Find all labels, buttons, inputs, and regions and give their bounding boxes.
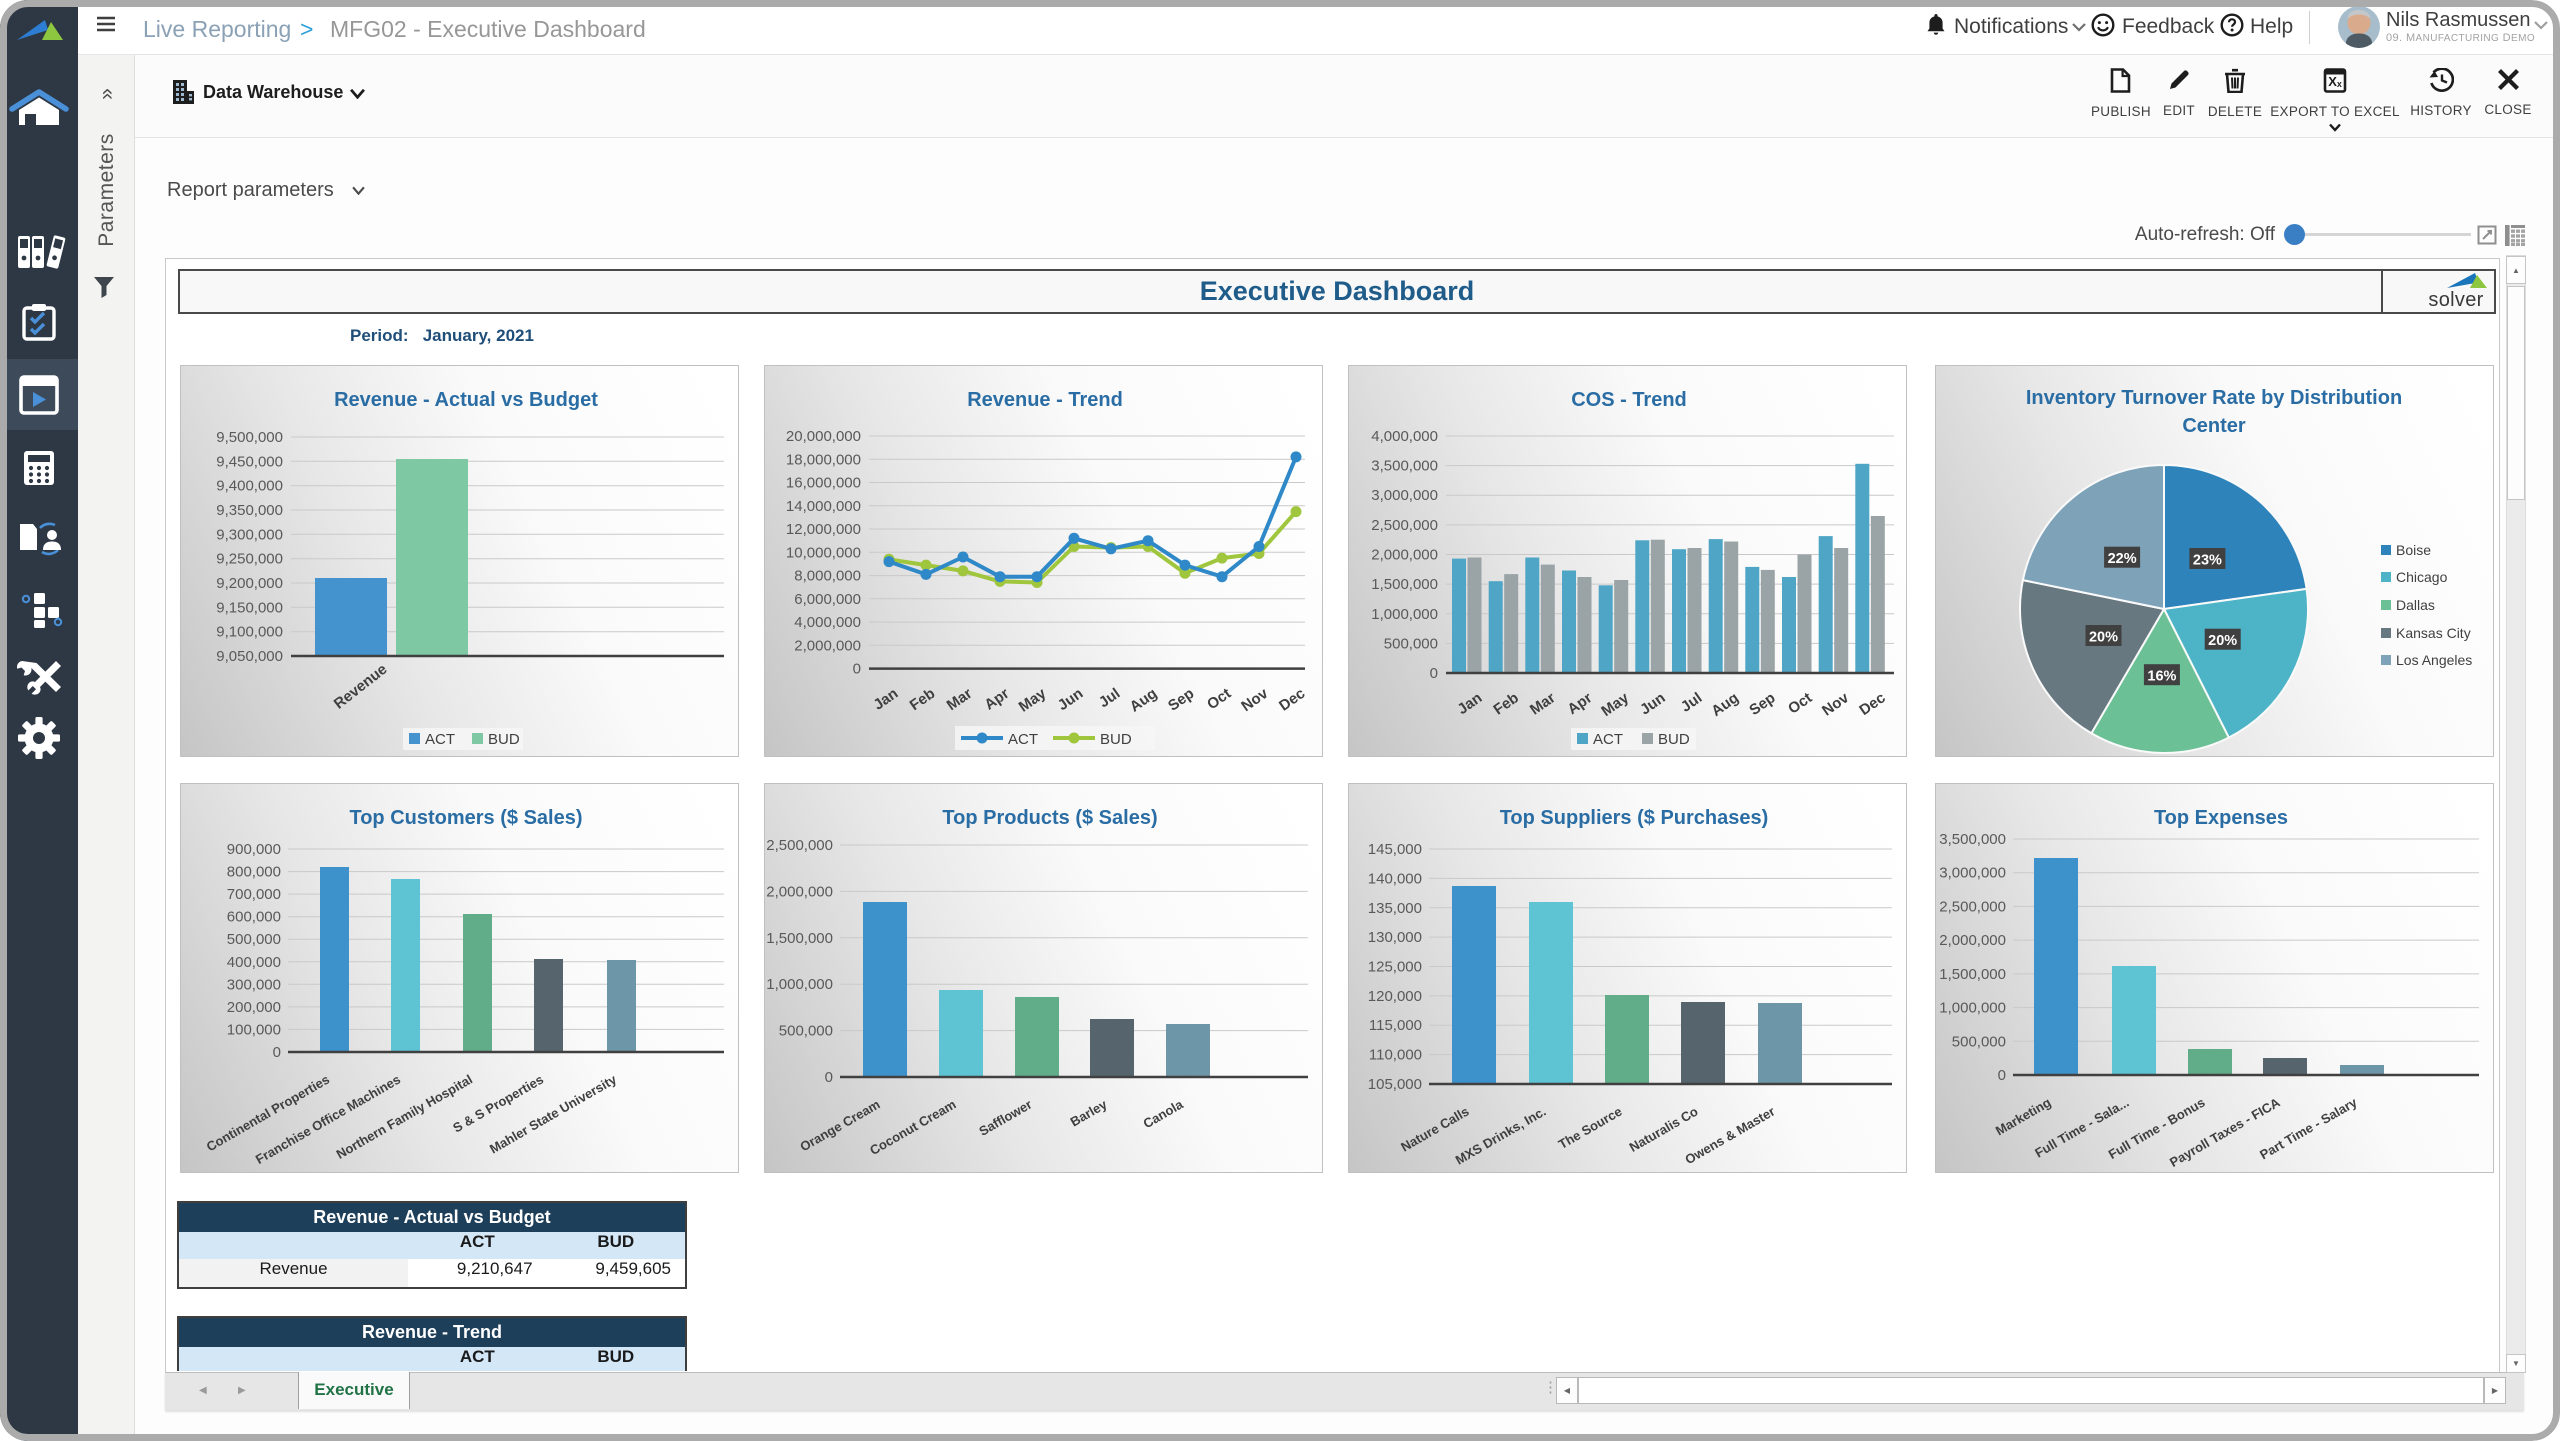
- svg-text:8,000,000: 8,000,000: [794, 568, 861, 585]
- svg-text:130,000: 130,000: [1368, 929, 1422, 946]
- svg-text:12,000,000: 12,000,000: [786, 521, 861, 538]
- svg-text:Inventory Turnover Rate by Dis: Inventory Turnover Rate by Distribution: [2026, 387, 2402, 409]
- svg-text:700,000: 700,000: [227, 886, 281, 903]
- svg-text:Revenue - Trend: Revenue - Trend: [967, 389, 1123, 411]
- svg-text:20,000,000: 20,000,000: [786, 428, 861, 445]
- svg-text:22%: 22%: [2108, 551, 2137, 567]
- svg-text:500,000: 500,000: [227, 931, 281, 948]
- svg-text:2,000,000: 2,000,000: [766, 883, 833, 900]
- svg-text:0: 0: [1430, 665, 1438, 682]
- svg-text:135,000: 135,000: [1368, 900, 1422, 917]
- svg-text:20%: 20%: [2208, 633, 2237, 649]
- svg-text:2,500,000: 2,500,000: [1371, 517, 1438, 534]
- svg-text:9,150,000: 9,150,000: [216, 599, 283, 616]
- svg-text:Top Products ($ Sales): Top Products ($ Sales): [942, 807, 1157, 829]
- svg-text:Top Expenses: Top Expenses: [2154, 807, 2288, 829]
- svg-text:4,000,000: 4,000,000: [1371, 428, 1438, 445]
- svg-text:0: 0: [1998, 1067, 2006, 1084]
- svg-text:115,000: 115,000: [1369, 1017, 1422, 1034]
- svg-text:Center: Center: [2182, 415, 2246, 437]
- svg-text:500,000: 500,000: [1952, 1033, 2006, 1050]
- svg-text:10,000,000: 10,000,000: [786, 544, 861, 561]
- svg-text:16%: 16%: [2147, 669, 2176, 685]
- svg-text:105,000: 105,000: [1368, 1076, 1422, 1093]
- svg-text:9,100,000: 9,100,000: [216, 624, 283, 641]
- svg-text:Boise: Boise: [2396, 542, 2431, 558]
- svg-text:9,200,000: 9,200,000: [216, 575, 283, 592]
- svg-text:120,000: 120,000: [1368, 988, 1422, 1005]
- svg-text:0: 0: [273, 1044, 281, 1061]
- svg-text:COS - Trend: COS - Trend: [1571, 389, 1687, 411]
- svg-text:600,000: 600,000: [227, 909, 281, 926]
- svg-text:Top Suppliers ($ Purchases): Top Suppliers ($ Purchases): [1500, 807, 1769, 829]
- svg-text:900,000: 900,000: [227, 841, 281, 858]
- svg-text:140,000: 140,000: [1368, 870, 1422, 887]
- svg-text:1,000,000: 1,000,000: [1371, 606, 1438, 623]
- svg-text:800,000: 800,000: [227, 864, 281, 881]
- svg-text:9,050,000: 9,050,000: [216, 648, 283, 665]
- svg-text:9,400,000: 9,400,000: [216, 478, 283, 495]
- svg-text:ACT: ACT: [425, 731, 455, 748]
- svg-text:9,500,000: 9,500,000: [216, 429, 283, 446]
- svg-text:1,000,000: 1,000,000: [766, 976, 833, 993]
- svg-text:145,000: 145,000: [1368, 841, 1422, 858]
- svg-text:125,000: 125,000: [1368, 959, 1422, 976]
- svg-text:14,000,000: 14,000,000: [786, 498, 861, 515]
- svg-text:ACT: ACT: [1008, 731, 1038, 748]
- svg-text:3,000,000: 3,000,000: [1371, 487, 1438, 504]
- svg-text:3,000,000: 3,000,000: [1939, 865, 2006, 882]
- svg-text:Kansas City: Kansas City: [2396, 625, 2471, 641]
- svg-text:9,350,000: 9,350,000: [216, 502, 283, 519]
- svg-text:Xₓ: Xₓ: [2328, 74, 2342, 89]
- svg-text:Los Angeles: Los Angeles: [2396, 652, 2472, 668]
- svg-text:200,000: 200,000: [227, 999, 281, 1016]
- svg-text:500,000: 500,000: [1384, 635, 1438, 652]
- svg-text:110,000: 110,000: [1369, 1047, 1422, 1064]
- svg-text:3,500,000: 3,500,000: [1371, 458, 1438, 475]
- svg-text:2,000,000: 2,000,000: [794, 637, 861, 654]
- svg-text:ACT: ACT: [1593, 731, 1623, 748]
- svg-text:1,500,000: 1,500,000: [1939, 966, 2006, 983]
- svg-text:100,000: 100,000: [227, 1021, 281, 1038]
- svg-text:0: 0: [853, 661, 861, 678]
- svg-text:6,000,000: 6,000,000: [794, 591, 861, 608]
- svg-text:23%: 23%: [2193, 553, 2222, 569]
- svg-text:1,500,000: 1,500,000: [766, 930, 833, 947]
- svg-text:9,300,000: 9,300,000: [216, 526, 283, 543]
- svg-text:500,000: 500,000: [779, 1023, 833, 1040]
- svg-text:Revenue - Actual vs Budget: Revenue - Actual vs Budget: [334, 389, 598, 411]
- svg-text:1,500,000: 1,500,000: [1371, 576, 1438, 593]
- svg-text:2,000,000: 2,000,000: [1939, 932, 2006, 949]
- svg-text:9,250,000: 9,250,000: [216, 551, 283, 568]
- svg-text:Dallas: Dallas: [2396, 597, 2435, 613]
- svg-text:300,000: 300,000: [227, 976, 281, 993]
- svg-text:2,000,000: 2,000,000: [1371, 547, 1438, 564]
- svg-text:400,000: 400,000: [227, 954, 281, 971]
- svg-text:4,000,000: 4,000,000: [794, 614, 861, 631]
- svg-text:1,000,000: 1,000,000: [1939, 1000, 2006, 1017]
- svg-text:BUD: BUD: [1658, 731, 1690, 748]
- svg-text:18,000,000: 18,000,000: [786, 451, 861, 468]
- svg-text:Chicago: Chicago: [2396, 569, 2448, 585]
- svg-text:9,450,000: 9,450,000: [216, 453, 283, 470]
- svg-text:16,000,000: 16,000,000: [786, 475, 861, 492]
- svg-text:2,500,000: 2,500,000: [766, 837, 833, 854]
- svg-text:BUD: BUD: [488, 731, 520, 748]
- svg-text:0: 0: [825, 1069, 833, 1086]
- svg-text:3,500,000: 3,500,000: [1939, 831, 2006, 848]
- svg-text:20%: 20%: [2089, 630, 2118, 646]
- svg-text:Top Customers ($ Sales): Top Customers ($ Sales): [349, 807, 582, 829]
- svg-text:2,500,000: 2,500,000: [1939, 898, 2006, 915]
- svg-text:BUD: BUD: [1100, 731, 1132, 748]
